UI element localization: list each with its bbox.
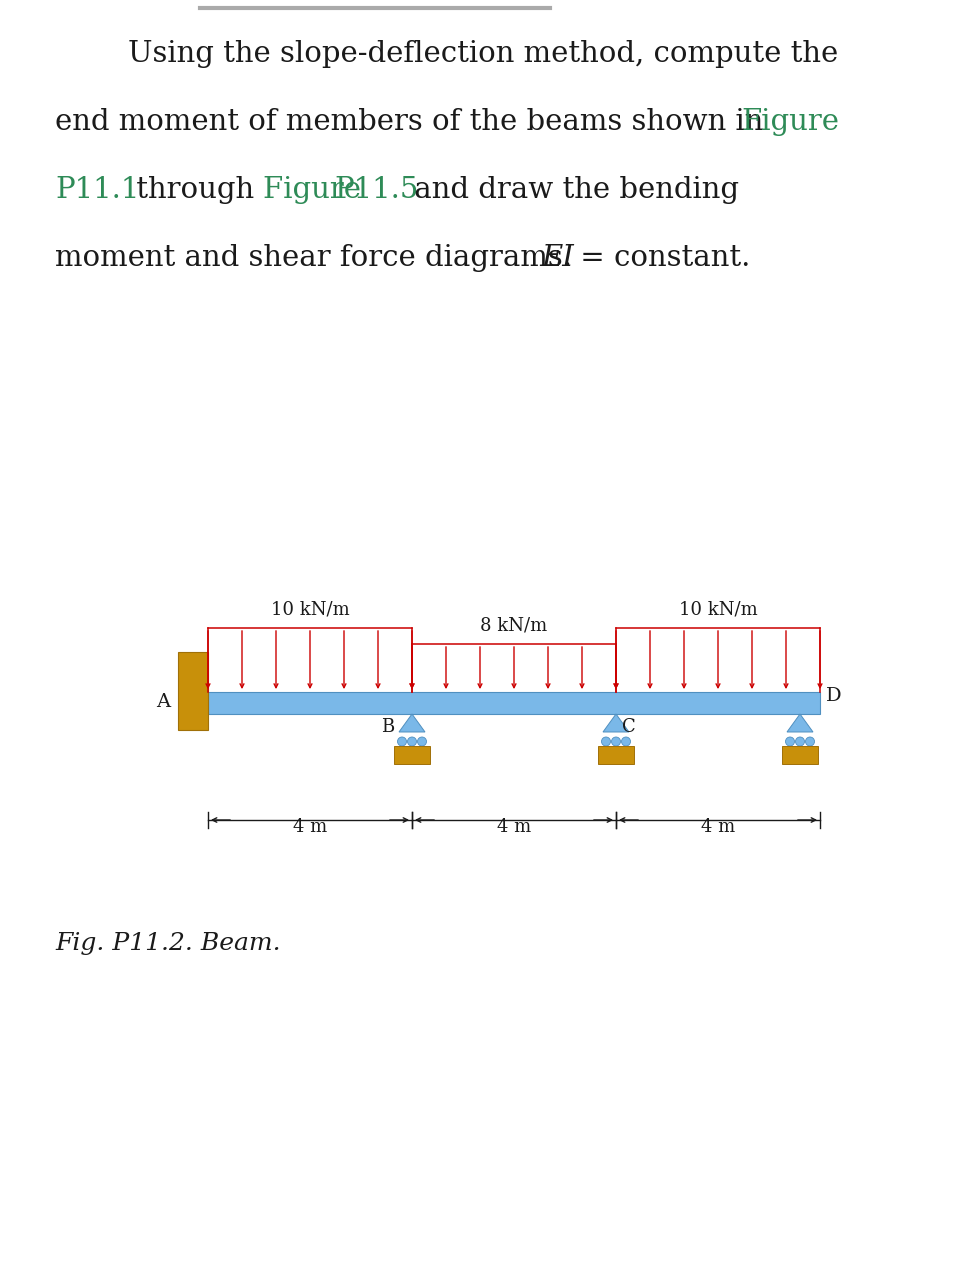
Text: C: C [622,718,636,736]
Bar [178,652,208,730]
Text: A: A [156,692,170,710]
Circle shape [602,737,611,746]
Text: 4 m: 4 m [293,818,327,836]
Text: 10 kN/m: 10 kN/m [270,600,350,618]
Text: Figure: Figure [741,108,839,136]
Circle shape [611,737,620,746]
Circle shape [408,737,416,746]
Polygon shape [399,714,425,732]
Text: D: D [826,687,841,705]
Bar [782,746,818,764]
Bar [598,746,634,764]
Polygon shape [603,714,629,732]
Circle shape [621,737,631,746]
Text: 4 m: 4 m [701,818,735,836]
Text: B: B [381,718,394,736]
Bar [394,746,430,764]
Text: P11.5: P11.5 [334,175,418,204]
Circle shape [795,737,805,746]
Polygon shape [787,714,813,732]
Text: EI: EI [541,244,574,271]
Circle shape [397,737,407,746]
Text: 8 kN/m: 8 kN/m [480,616,548,634]
Text: = constant.: = constant. [571,244,751,271]
Circle shape [417,737,427,746]
Text: Using the slope-deflection method, compute the: Using the slope-deflection method, compu… [128,40,838,68]
Text: moment and shear force diagrams.: moment and shear force diagrams. [55,244,582,271]
Text: Figure: Figure [263,175,370,204]
Text: Fig. P11.2. Beam.: Fig. P11.2. Beam. [55,932,281,955]
Text: P11.1: P11.1 [55,175,139,204]
Text: 10 kN/m: 10 kN/m [679,600,757,618]
Text: and draw the bending: and draw the bending [405,175,739,204]
Bar [208,692,820,714]
Circle shape [785,737,794,746]
Text: through: through [127,175,264,204]
Circle shape [806,737,814,746]
Text: end moment of members of the beams shown in: end moment of members of the beams shown… [55,108,773,136]
Text: 4 m: 4 m [497,818,531,836]
